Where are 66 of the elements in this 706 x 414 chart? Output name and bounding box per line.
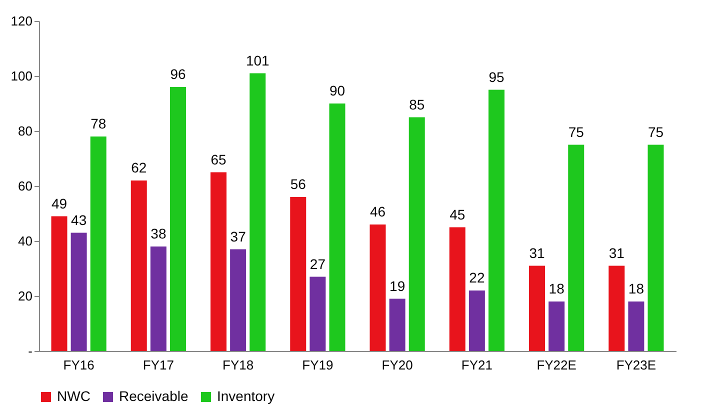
y-tick-label: 60 xyxy=(18,178,32,194)
x-tick-label: FY20 xyxy=(382,358,413,372)
data-label: 78 xyxy=(90,116,106,132)
data-label: 38 xyxy=(150,226,166,242)
bar xyxy=(290,197,306,351)
legend-label: Receivable xyxy=(119,388,188,404)
data-label: 46 xyxy=(370,204,386,220)
bar xyxy=(628,302,644,351)
bar xyxy=(548,302,565,351)
bar xyxy=(449,227,466,351)
data-label: 101 xyxy=(246,52,270,68)
data-label: 65 xyxy=(210,151,227,168)
data-label: 95 xyxy=(488,68,504,85)
bar xyxy=(130,180,147,351)
legend-label: Inventory xyxy=(217,388,275,404)
bar xyxy=(389,298,406,351)
data-label: 37 xyxy=(230,228,246,244)
bar xyxy=(70,232,87,351)
bar xyxy=(468,290,485,351)
legend-label: NWC xyxy=(57,388,90,404)
data-label: 22 xyxy=(469,270,485,286)
x-tick-label: FY18 xyxy=(222,358,254,372)
bar xyxy=(370,224,386,351)
y-tick-label: 80 xyxy=(18,124,32,138)
data-label: 85 xyxy=(409,96,425,112)
bar xyxy=(210,172,227,351)
bar xyxy=(568,144,584,351)
data-label: 62 xyxy=(131,160,147,176)
y-tick-label: 120 xyxy=(10,14,32,28)
data-label: 19 xyxy=(390,278,406,294)
bar xyxy=(51,216,68,351)
data-label: 96 xyxy=(170,66,186,82)
bar xyxy=(90,136,106,351)
y-tick-label: 20 xyxy=(18,288,32,304)
bar xyxy=(230,249,246,351)
bar xyxy=(170,87,186,351)
data-label: 31 xyxy=(529,244,546,261)
data-label: 75 xyxy=(568,124,584,140)
bar xyxy=(608,266,625,351)
bar xyxy=(408,117,425,351)
x-tick-label: FY19 xyxy=(302,358,334,372)
data-label: 56 xyxy=(290,176,306,192)
y-tick-label: 100 xyxy=(10,68,32,84)
bar xyxy=(329,104,346,351)
y-tick-label: - xyxy=(28,344,32,358)
data-label: 49 xyxy=(51,195,68,212)
x-tick-label: FY21 xyxy=(461,358,492,372)
data-label: 75 xyxy=(648,124,664,140)
bar xyxy=(150,246,166,351)
data-label: 18 xyxy=(628,280,644,296)
x-tick-label: FY23E xyxy=(616,358,656,372)
x-tick-label: FY17 xyxy=(142,358,174,372)
data-label: 43 xyxy=(71,212,87,228)
data-label: 18 xyxy=(548,280,565,296)
bar xyxy=(250,73,266,351)
data-label: 90 xyxy=(329,82,346,98)
bar xyxy=(488,90,504,351)
bar xyxy=(310,276,326,351)
bar xyxy=(529,266,546,351)
x-tick-label: FY22E xyxy=(536,358,577,372)
y-tick-label: 40 xyxy=(18,234,32,248)
x-tick-label: FY16 xyxy=(63,358,94,372)
data-label: 31 xyxy=(608,244,625,261)
data-label: 27 xyxy=(310,256,326,272)
data-label: 45 xyxy=(450,206,466,222)
bar xyxy=(648,144,664,351)
